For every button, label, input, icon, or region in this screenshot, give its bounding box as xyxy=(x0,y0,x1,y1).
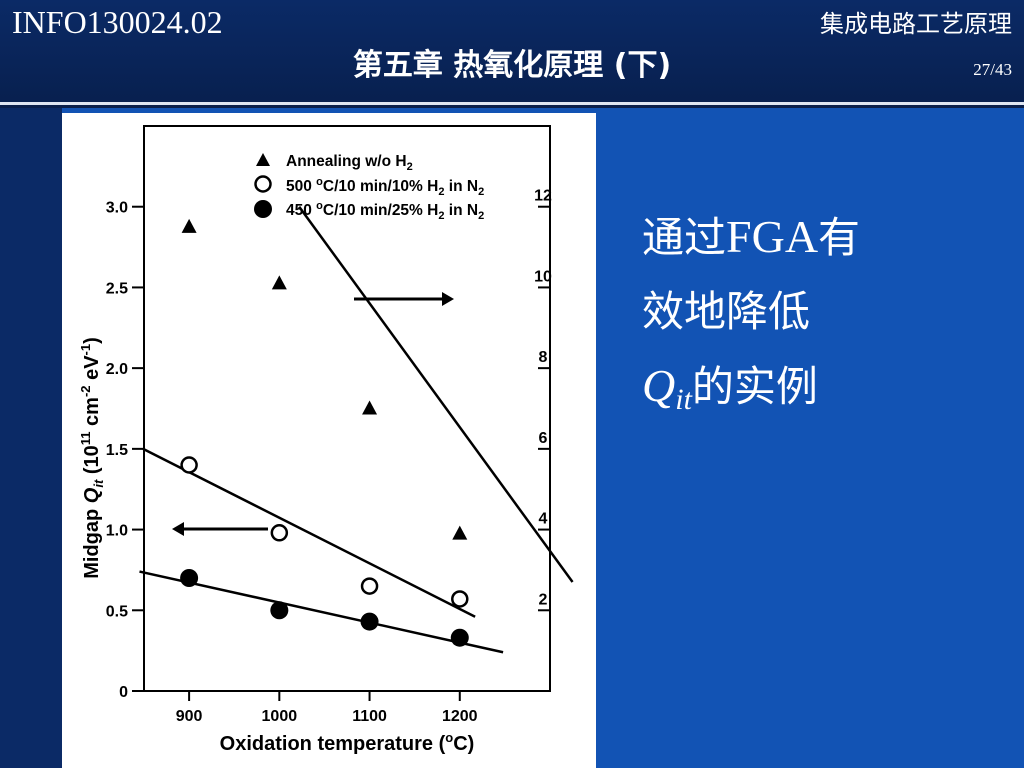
caption-line-3: Qit的实例 xyxy=(642,360,818,416)
filled-circle-point xyxy=(450,628,469,647)
right-tick-label: 6 xyxy=(539,430,548,447)
fit-line-open-circle xyxy=(142,447,476,618)
legend: Annealing w/o H2 500 oC/10 min/10% H2 in… xyxy=(254,153,484,222)
header-divider-shadow xyxy=(0,105,1024,108)
left-tick-label: 2.5 xyxy=(106,280,128,297)
triangle-point xyxy=(181,218,197,233)
data-markers xyxy=(180,218,469,647)
right-tick-label: 2 xyxy=(539,591,548,608)
open-circle-point xyxy=(451,590,469,608)
slide-caption: 通过FGA有 效地降低 Qit的实例 xyxy=(642,200,1002,437)
triangle-point xyxy=(362,400,378,415)
left-tick-label: 2.0 xyxy=(106,361,128,378)
left-tick-label: 3.0 xyxy=(106,200,128,217)
legend-triangle-marker xyxy=(256,153,270,166)
x-tick-label: 1200 xyxy=(442,708,478,725)
triangle-point xyxy=(452,525,468,540)
open-circle-point xyxy=(180,456,198,474)
x-tick-label: 1000 xyxy=(262,708,298,725)
filled-circle-point xyxy=(180,569,199,587)
x-tick-label: 900 xyxy=(176,708,203,725)
header-divider xyxy=(0,102,1024,105)
figure-panel: 0 0.5 1.0 1.5 2.0 2.5 3.0 2 4 6 8 10 12 900 1000 1100… xyxy=(62,113,596,768)
page-number: 27/43 xyxy=(973,60,1012,79)
open-circle-point xyxy=(270,524,289,542)
qit-chart: 0 0.5 1.0 1.5 2.0 2.5 3.0 2 4 6 8 10 12 900 1000 1100… xyxy=(78,125,574,755)
arrow-to-right-axis xyxy=(354,292,454,306)
right-tick-label: 8 xyxy=(539,349,548,366)
legend-filled-circle-marker xyxy=(254,200,272,218)
left-tick-label: 1.0 xyxy=(106,523,128,540)
left-accent-bar xyxy=(0,108,62,768)
legend-entry-1: Annealing w/o H2 xyxy=(286,153,413,173)
caption-line-1: 通过FGA有 xyxy=(642,211,861,262)
left-tick-label: 1.5 xyxy=(106,442,128,459)
course-name: 集成电路工艺原理 xyxy=(820,10,1012,38)
course-code: INFO130024.02 xyxy=(12,4,223,40)
slide-title: 第五章 热氧化原理 (下) xyxy=(352,48,672,83)
left-axis-label: Midgap Qit (1011 cm-2 eV-1) xyxy=(78,337,106,579)
right-tick-label: 10 xyxy=(534,268,552,285)
triangle-point xyxy=(271,275,287,290)
open-circle-point xyxy=(360,577,379,595)
legend-open-circle-marker xyxy=(254,175,272,193)
filled-circle-point xyxy=(360,612,379,631)
right-tick-label: 12 xyxy=(534,188,552,205)
arrow-to-left-axis xyxy=(172,522,268,536)
fit-line-triangle xyxy=(298,205,574,583)
slide-header: INFO130024.02 集成电路工艺原理 第五章 热氧化原理 (下) 27/… xyxy=(0,0,1024,102)
left-axis: 0 0.5 1.0 1.5 2.0 2.5 3.0 xyxy=(106,200,144,701)
legend-entry-3: 450 oC/10 min/25% H2 in N2 xyxy=(286,200,484,222)
fit-line-filled-circle xyxy=(139,570,504,654)
right-tick-label: 4 xyxy=(539,511,548,528)
x-tick-label: 1100 xyxy=(352,708,387,725)
x-axis: 900 1000 1100 1200 xyxy=(176,691,478,725)
left-tick-label: 0 xyxy=(119,684,128,701)
legend-entry-2: 500 oC/10 min/10% H2 in N2 xyxy=(286,176,484,198)
x-axis-label: Oxidation temperature (oC) xyxy=(220,730,475,755)
caption-line-2: 效地降低 xyxy=(642,287,811,336)
filled-circle-point xyxy=(270,601,289,620)
right-axis: 2 4 6 8 10 12 xyxy=(534,188,552,612)
left-tick-label: 0.5 xyxy=(106,603,128,620)
plot-frame xyxy=(143,125,551,692)
fit-lines xyxy=(139,205,574,654)
